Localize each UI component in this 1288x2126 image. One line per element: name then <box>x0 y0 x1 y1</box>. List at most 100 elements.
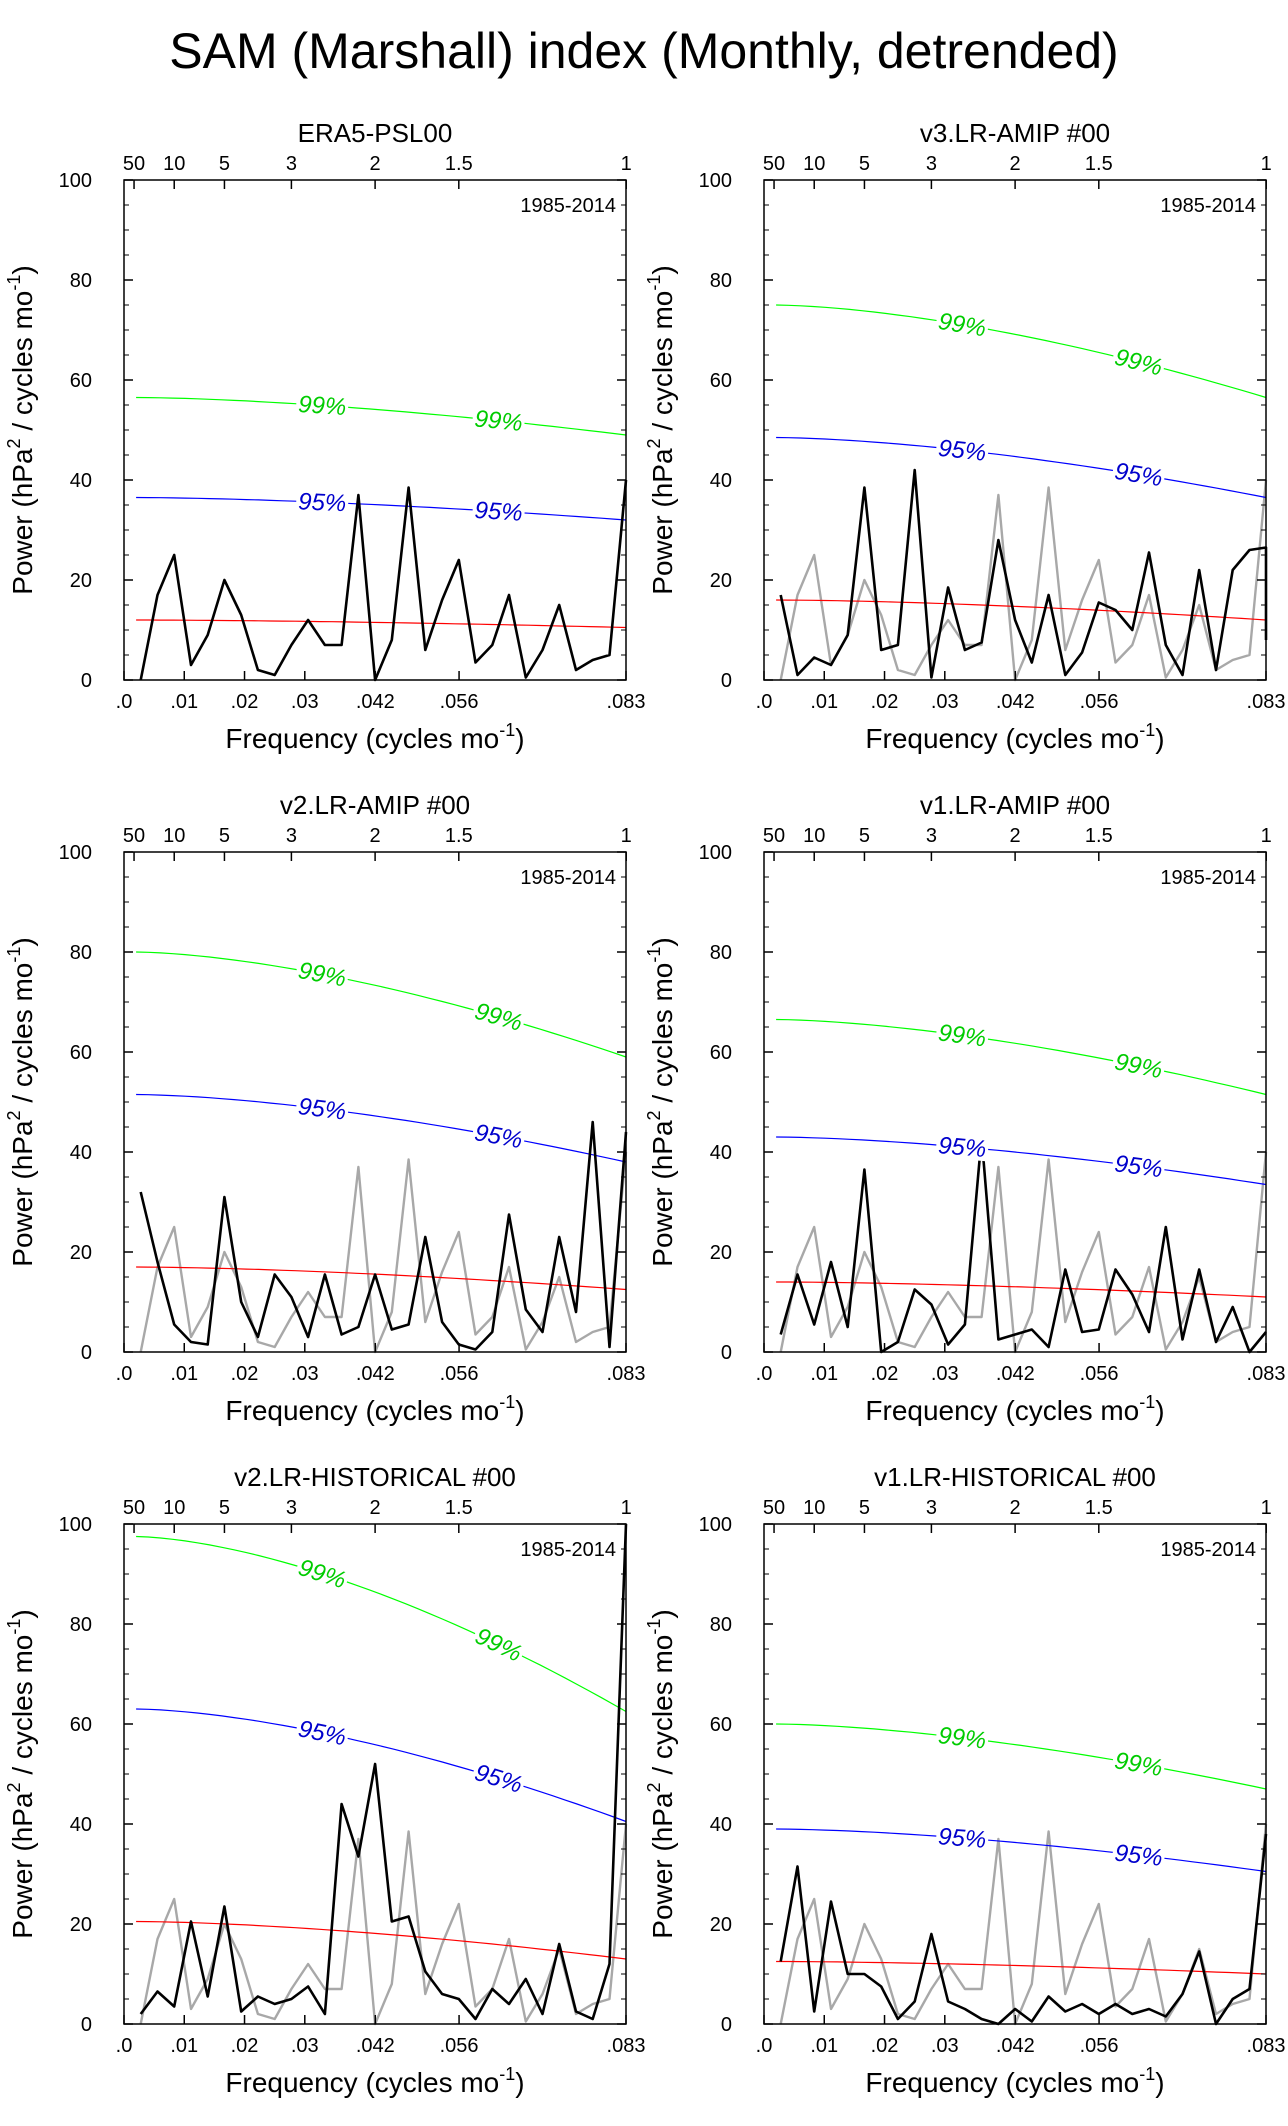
x-axis-label-end: ) <box>1155 1395 1164 1426</box>
y-axis-label-part: Power (hPa <box>647 1792 678 1939</box>
x-tick-label: .042 <box>356 1363 395 1385</box>
series-line-95 <box>136 1708 627 1823</box>
series-line-red-noise <box>776 1960 1267 1975</box>
y-axis-label-part: -1 <box>4 275 24 291</box>
series-line-95 <box>136 496 627 521</box>
y-axis-label-part: ) <box>7 1609 38 1618</box>
x-tick-label: .01 <box>810 691 838 713</box>
x-axis-label-end: ) <box>1155 723 1164 754</box>
top-tick-label: 1 <box>1261 1497 1272 1519</box>
panel-v1-lr-historical: v1.LR-HISTORICAL #00 1985-2014 99% 99% 95% 95… <box>640 1444 1285 2116</box>
plot-frame <box>763 851 1267 1353</box>
top-tick-label: 1.5 <box>445 153 473 175</box>
y-axis-label-part: ) <box>7 265 38 274</box>
y-axis-label-part: -1 <box>644 1619 664 1635</box>
chart-svg: v2.LR-AMIP #00 1985-2014 99% 99% 95% 95% 0 20 40… <box>4 790 645 1426</box>
y-tick-label: 0 <box>721 2014 732 2036</box>
top-tick-label: 10 <box>163 825 185 847</box>
y-tick-label: 0 <box>81 2014 92 2036</box>
y-axis-label: Power (hPa2 / cycles mo-1) <box>644 937 678 1266</box>
y-tick-label: 40 <box>710 470 732 492</box>
top-tick-label: 10 <box>803 153 825 175</box>
top-tick-label: 1 <box>1261 153 1272 175</box>
top-tick-label: 50 <box>763 153 785 175</box>
x-tick-label: .03 <box>291 691 319 713</box>
series-line-reference <box>779 1151 1268 1354</box>
top-tick-label: 2 <box>1010 1497 1021 1519</box>
x-axis-label-sup: -1 <box>499 720 515 740</box>
x-tick-label: .01 <box>170 2035 198 2057</box>
top-tick-label: 2 <box>370 825 381 847</box>
sig-label-99pct: 99% <box>296 957 348 993</box>
x-axis-label: Frequency (cycles mo-1) <box>865 2064 1164 2098</box>
top-tick-label: 2 <box>1010 153 1021 175</box>
sig-label-95pct: 95% <box>937 435 988 467</box>
panel-v2-lr-amip: v2.LR-AMIP #00 1985-2014 99% 99% 95% 95% 0 20 40… <box>0 772 645 1444</box>
sig-label-99pct: 99% <box>936 308 988 343</box>
sig-label-bg <box>470 1757 528 1798</box>
x-tick-label: .02 <box>871 1363 899 1385</box>
period-label: 1985-2014 <box>520 867 616 889</box>
top-tick-label: 10 <box>803 1497 825 1519</box>
y-axis-label: Power (hPa2 / cycles mo-1) <box>4 265 38 594</box>
top-tick-label: 3 <box>926 825 937 847</box>
y-axis-label-part: ) <box>647 1609 678 1618</box>
sig-label-95pct: 95% <box>298 488 347 517</box>
y-axis-label-part: 2 <box>4 1782 24 1792</box>
top-tick-label: 1 <box>621 153 632 175</box>
top-tick-label: 5 <box>219 825 230 847</box>
series-line-95 <box>136 1093 627 1163</box>
series-line-95 <box>776 1136 1267 1186</box>
y-tick-label: 60 <box>710 1042 732 1064</box>
top-tick-label: 1.5 <box>445 1497 473 1519</box>
y-axis-label-part: / cycles mo <box>647 291 678 439</box>
top-tick-label: 3 <box>286 1497 297 1519</box>
top-tick-label: 1.5 <box>445 825 473 847</box>
x-tick-label: .083 <box>1247 1363 1286 1385</box>
x-axis-label-end: ) <box>515 2067 524 2098</box>
top-tick-label: 3 <box>926 153 937 175</box>
x-axis-label-end: ) <box>515 723 524 754</box>
plot-frame <box>123 179 627 681</box>
series-line-spectrum <box>779 1833 1268 2026</box>
sig-label-bg <box>934 1720 990 1753</box>
y-axis-label-part: Power (hPa <box>7 448 38 595</box>
period-label: 1985-2014 <box>1160 1539 1256 1561</box>
x-tick-label: .03 <box>931 1363 959 1385</box>
x-tick-label: .03 <box>291 1363 319 1385</box>
y-tick-label: 20 <box>70 1914 92 1936</box>
series-line-reference <box>779 479 1268 682</box>
y-tick-label: 0 <box>721 1342 732 1364</box>
x-axis-label-end: ) <box>515 1395 524 1426</box>
x-axis-label-text: Frequency (cycles mo <box>865 723 1139 754</box>
series-line-spectrum <box>139 1120 628 1351</box>
y-tick-label: 20 <box>70 1242 92 1264</box>
sig-label-95pct: 95% <box>1113 1840 1164 1872</box>
panel-title: v3.LR-AMIP #00 <box>920 118 1110 148</box>
top-tick-label: 50 <box>123 825 145 847</box>
y-axis-label: Power (hPa2 / cycles mo-1) <box>4 1609 38 1938</box>
x-tick-label: .083 <box>607 691 646 713</box>
series-line-99 <box>776 1723 1267 1790</box>
y-tick-label: 20 <box>710 1242 732 1264</box>
sig-label-bg <box>935 1822 990 1852</box>
x-axis-label: Frequency (cycles mo-1) <box>865 720 1164 754</box>
x-tick-label: .056 <box>1080 2035 1119 2057</box>
series-line-spectrum <box>779 468 1268 679</box>
sig-label-95pct: 95% <box>474 497 524 527</box>
x-tick-label: .042 <box>356 2035 395 2057</box>
sig-label-bg <box>934 1018 990 1051</box>
y-axis-label-part: 2 <box>644 1782 664 1792</box>
y-tick-label: 100 <box>699 1514 732 1536</box>
series-line-99 <box>136 396 627 436</box>
series-line-red-noise <box>136 1266 627 1291</box>
x-tick-label: .03 <box>931 691 959 713</box>
y-tick-label: 100 <box>59 842 92 864</box>
sig-label-95pct: 95% <box>297 1093 348 1126</box>
sig-label-bg <box>1111 456 1167 491</box>
sig-label-bg <box>934 306 991 341</box>
y-tick-label: 80 <box>70 270 92 292</box>
x-tick-label: .056 <box>1080 1363 1119 1385</box>
chart-svg: ERA5-PSL00 1985-2014 99% 99% 95% 95% 0 20 40 60 80… <box>4 118 646 754</box>
period-label: 1985-2014 <box>1160 867 1256 889</box>
